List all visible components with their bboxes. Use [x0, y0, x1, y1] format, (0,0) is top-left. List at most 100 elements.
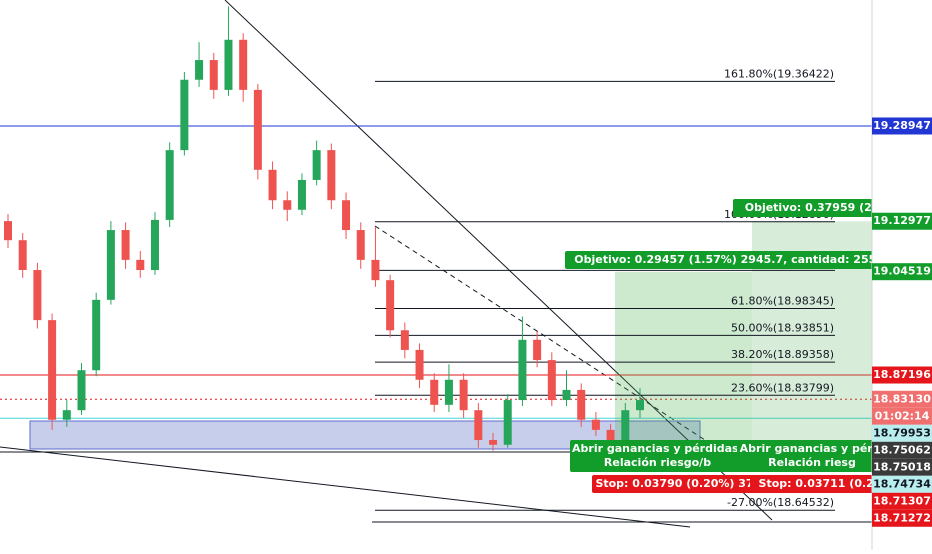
- pnl-box-text: Abrir ganancias y pérdi: [740, 442, 885, 455]
- candle-body: [474, 410, 483, 441]
- candle-body: [312, 150, 321, 180]
- pnl-box-bg: [737, 440, 872, 472]
- candle-body: [62, 410, 71, 420]
- price-label-bg: [872, 492, 932, 510]
- candle-body: [239, 39, 248, 90]
- stop-box-bg: [592, 475, 757, 493]
- pnl-box-text: Abrir ganancias y pérdidas:: [572, 442, 743, 455]
- price-label: 18.71307: [873, 494, 931, 507]
- candle-body: [400, 330, 409, 350]
- candle-body: [547, 360, 556, 401]
- candle-body: [106, 230, 115, 300]
- countdown-bg: [872, 407, 932, 425]
- plot-area: 161.80%(19.36422)100.00%(19.12890)78.60%…: [0, 0, 896, 528]
- candle-body: [268, 169, 277, 201]
- price-label-bg: [872, 509, 932, 527]
- candle-body: [209, 60, 218, 90]
- candle-body: [430, 379, 439, 405]
- candle-body: [459, 379, 468, 411]
- candle-body: [342, 200, 351, 231]
- candle-body: [533, 339, 542, 361]
- trend-line: [224, 0, 773, 521]
- stop-box: Stop: 0.03711 (0.20: [750, 475, 882, 493]
- candle-body: [606, 429, 615, 441]
- fib-label: 50.00%(18.93851): [731, 321, 834, 334]
- candle-body: [92, 299, 101, 371]
- candle-body: [297, 179, 306, 210]
- fib-label: 161.80%(19.36422): [724, 67, 834, 80]
- candle-body: [503, 400, 512, 445]
- target-box-text: Objetivo: 0.37959 (2.02: [745, 201, 892, 214]
- candle-body: [518, 339, 527, 401]
- candle-body: [356, 230, 365, 260]
- price-label: 18.87196: [873, 368, 931, 381]
- trend-line: [0, 446, 691, 528]
- candle-body: [48, 320, 57, 420]
- candle-body: [77, 370, 86, 411]
- candle-body: [136, 259, 145, 271]
- candle-body: [165, 150, 174, 220]
- target-box: Objetivo: 0.29457 (1.57%) 2945.7, cantid…: [565, 251, 896, 269]
- price-label-bg: [872, 458, 932, 476]
- pnl-box-text: Relación riesgo/b: [604, 456, 711, 469]
- target-box-bg: [565, 251, 872, 269]
- candle-body: [636, 400, 644, 411]
- candle-body: [180, 79, 189, 151]
- fib-label: 61.80%(18.98345): [731, 295, 834, 308]
- candle-body: [621, 410, 630, 441]
- stop-box-text: Stop: 0.03790 (0.20%) 37: [595, 477, 753, 490]
- stop-box-bg: [750, 475, 872, 493]
- stop-box: Stop: 0.03790 (0.20%) 37: [592, 475, 757, 493]
- candle-body: [195, 60, 204, 80]
- fib-label: -27.00%(18.64532): [727, 496, 834, 509]
- stop-box-text: Stop: 0.03711 (0.20: [759, 477, 882, 490]
- target-box-text: Objetivo: 0.29457 (1.57%) 2945.7, cantid…: [574, 253, 896, 266]
- position-zone: [615, 271, 752, 448]
- fib-label: 38.20%(18.89358): [731, 348, 834, 361]
- price-label-bg: [872, 390, 932, 408]
- candle-body: [415, 349, 424, 380]
- dashed-line: [374, 225, 706, 441]
- price-label: 18.71272: [873, 511, 931, 524]
- candle-body: [577, 389, 586, 420]
- candle-body: [150, 219, 159, 271]
- candle-body: [121, 230, 130, 260]
- price-label: 19.28947: [873, 119, 931, 132]
- price-label: 18.75062: [873, 443, 931, 456]
- candle-body: [18, 240, 27, 271]
- candle-body: [224, 39, 233, 90]
- candle-body: [33, 270, 42, 321]
- price-label: 18.83130: [873, 392, 931, 405]
- candle-body: [253, 89, 262, 170]
- candle-body: [4, 221, 12, 241]
- candle-body: [283, 200, 292, 210]
- price-label-bg: [872, 366, 932, 384]
- candle-body: [386, 280, 395, 331]
- price-label: 18.74734: [873, 477, 931, 490]
- target-box: Objetivo: 0.37959 (2.02: [733, 199, 892, 217]
- price-label: 19.04519: [873, 265, 931, 278]
- price-label-bg: [872, 441, 932, 459]
- countdown: 01:02:14: [875, 409, 930, 422]
- price-label-bg: [872, 263, 932, 281]
- pnl-box-text: Relación riesg: [768, 456, 856, 469]
- pnl-box: Abrir ganancias y pérdidas:Relación ries…: [570, 440, 745, 472]
- price-label: 18.75018: [873, 460, 931, 473]
- price-label: 18.79953: [873, 426, 931, 439]
- price-label-bg: [872, 475, 932, 493]
- fib-label: 23.60%(18.83799): [731, 381, 834, 394]
- candle-body: [371, 259, 380, 281]
- price-label-bg: [872, 424, 932, 442]
- candle-body: [562, 389, 571, 401]
- price-label-bg: [872, 117, 932, 135]
- pnl-box-bg: [570, 440, 745, 472]
- target-box-bg: [733, 199, 872, 217]
- candle-body: [327, 150, 336, 201]
- price-label-bg: [872, 212, 932, 230]
- candle-body: [489, 440, 498, 445]
- candle-body: [591, 419, 600, 430]
- candle-body: [444, 379, 453, 405]
- price-label: 19.12977: [873, 214, 931, 227]
